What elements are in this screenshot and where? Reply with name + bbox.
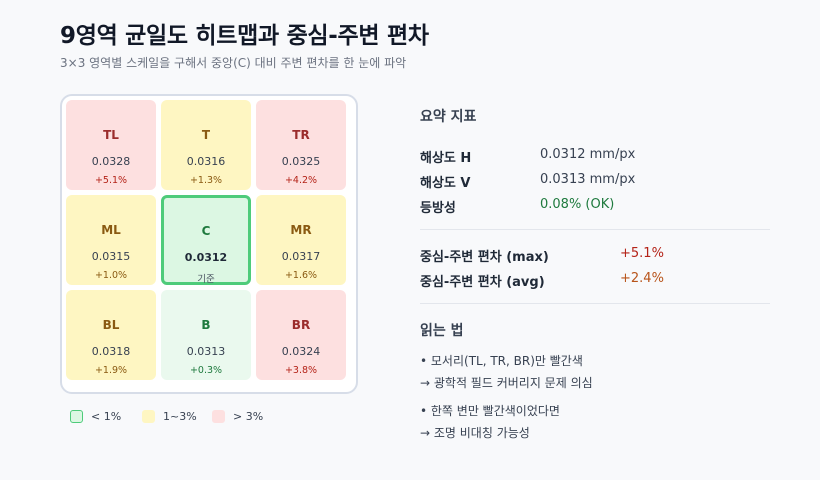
cell-label: MR: [290, 223, 312, 237]
resolution-h-label: 해상도 H: [420, 151, 472, 166]
legend-item: 1~3%: [142, 410, 197, 423]
cell-deviation: +1.0%: [94, 270, 128, 281]
heatmap-cell-ml: ML 0.0315 +1.0%: [66, 195, 156, 285]
cell-deviation: +3.8%: [284, 365, 318, 376]
cell-label: BR: [291, 318, 311, 332]
reading-note: • 한쪽 변만 빨간색이었다면: [420, 404, 560, 418]
legend-item: > 3%: [212, 410, 263, 423]
resolution-h-value: 0.0312 mm/px: [540, 147, 636, 162]
cell-label: C: [201, 224, 211, 238]
legend-label: 1~3%: [163, 410, 197, 423]
cell-deviation: +1.9%: [94, 365, 128, 376]
reading-guide-title: 읽는 법: [420, 323, 464, 339]
legend-label: < 1%: [91, 410, 122, 423]
deviation-max-label: 중심-주변 편차 (max): [420, 250, 549, 265]
cell-value: 0.0328: [91, 155, 131, 168]
legend-label: > 3%: [233, 410, 264, 423]
heatmap-cell-mr: MR 0.0317 +1.6%: [256, 195, 346, 285]
heatmap-cell-bl: BL 0.0318 +1.9%: [66, 290, 156, 380]
isotropy-label: 등방성: [420, 201, 456, 216]
reading-note: • 모서리(TL, TR, BR)만 빨간색: [420, 354, 583, 368]
cell-label: BL: [102, 318, 120, 332]
cell-label: TR: [292, 128, 310, 142]
cell-label: B: [201, 318, 211, 332]
deviation-avg-value: +2.4%: [620, 271, 664, 286]
cell-deviation: +4.2%: [284, 175, 318, 186]
cell-deviation: +0.3%: [189, 365, 223, 376]
cell-label: ML: [101, 223, 121, 237]
legend-swatch: [142, 410, 155, 423]
cell-deviation: 기준: [197, 274, 215, 285]
heatmap-cell-tr: TR 0.0325 +4.2%: [256, 100, 346, 190]
heatmap-cell-br: BR 0.0324 +3.8%: [256, 290, 346, 380]
heatmap-cell-b: B 0.0313 +0.3%: [161, 290, 251, 380]
resolution-v-label: 해상도 V: [420, 176, 471, 191]
cell-value: 0.0318: [91, 345, 131, 358]
cell-value: 0.0317: [281, 250, 321, 263]
cell-deviation: +1.6%: [284, 270, 318, 281]
cell-value: 0.0312: [184, 251, 228, 264]
cell-value: 0.0316: [186, 155, 226, 168]
page-title: 9영역 균일도 히트맵과 중심-주변 편차: [60, 23, 429, 49]
legend-swatch: [212, 410, 225, 423]
cell-label: TL: [103, 128, 119, 142]
resolution-v-value: 0.0313 mm/px: [540, 172, 636, 187]
heatmap-grid: TL 0.0328 +5.1% T 0.0316 +1.3% TR 0.0325 +4.2% ML…: [60, 94, 358, 394]
heatmap-cell-c: C 0.0312 기준: [161, 195, 251, 285]
deviation-max-value: +5.1%: [620, 246, 664, 261]
cell-label: T: [201, 128, 211, 142]
cell-value: 0.0325: [281, 155, 321, 168]
summary-title: 요약 지표: [420, 109, 477, 125]
legend-item: < 1%: [70, 410, 121, 423]
page-subtitle: 3×3 영역별 스케일을 구해서 중앙(C) 대비 주변 편차를 한 눈에 파악: [60, 56, 407, 70]
reading-note: → 광학적 필드 커버리지 문제 의심: [420, 376, 593, 390]
cell-deviation: +5.1%: [94, 175, 128, 186]
cell-value: 0.0315: [91, 250, 131, 263]
divider: [420, 303, 770, 304]
heatmap-cell-tl: TL 0.0328 +5.1%: [66, 100, 156, 190]
divider: [420, 229, 770, 230]
reading-note: → 조명 비대칭 가능성: [420, 426, 530, 440]
legend-swatch: [70, 410, 83, 423]
isotropy-value: 0.08% (OK): [540, 197, 615, 212]
heatmap-cell-t: T 0.0316 +1.3%: [161, 100, 251, 190]
cell-value: 0.0313: [186, 345, 226, 358]
deviation-avg-label: 중심-주변 편차 (avg): [420, 275, 545, 290]
cell-value: 0.0324: [281, 345, 321, 358]
cell-deviation: +1.3%: [189, 175, 223, 186]
